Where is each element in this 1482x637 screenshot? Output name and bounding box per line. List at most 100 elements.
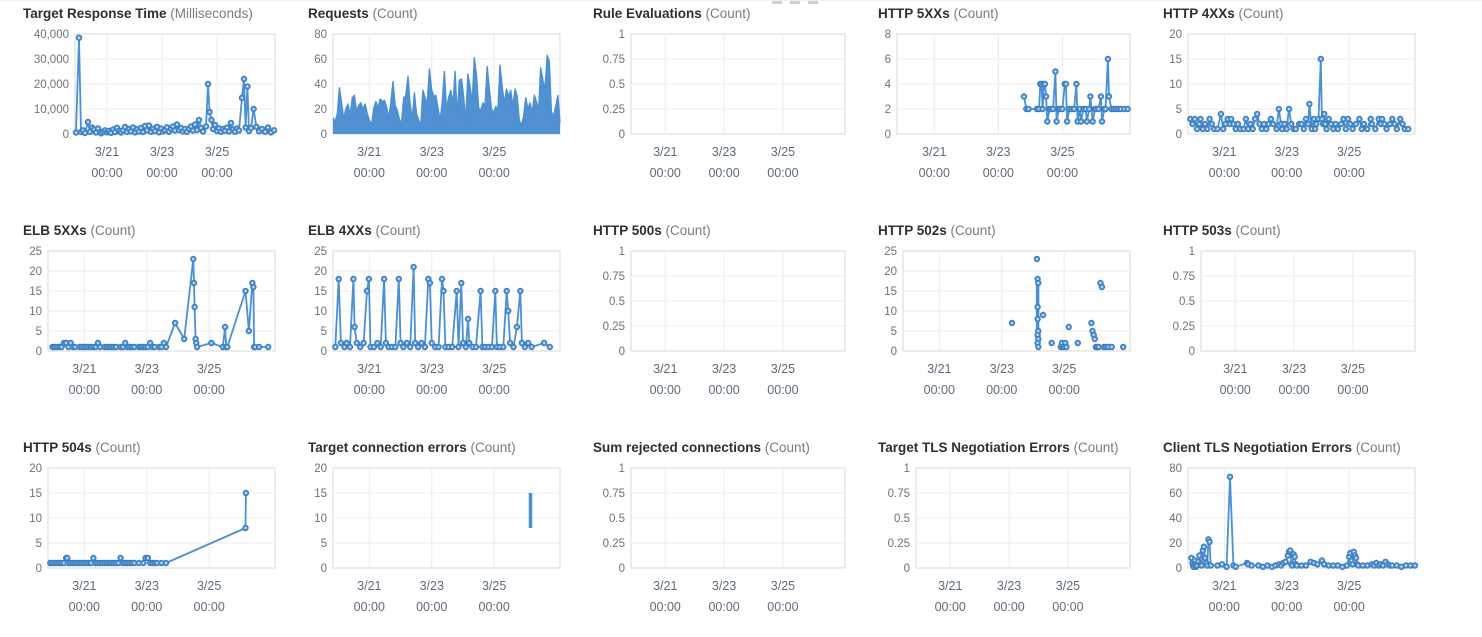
chart-canvas-http-504s[interactable]: 20 15 10 5 0 3/21 00:00 3/23 00:00 3/25 00:00 [23, 461, 285, 614]
x-tick-date-label: 3/23 [712, 579, 736, 593]
data-point-marker-center [1332, 128, 1335, 130]
data-point-marker-center [1314, 128, 1316, 130]
data-point-marker-center [1089, 95, 1092, 98]
data-point-marker-center [66, 557, 69, 559]
metric-tile-http-5xxs: HTTP 5XXs (Count) 8 6 4 2 0 3/21 00:00 3/23 00:00… [878, 6, 1163, 223]
plot-area[interactable] [47, 250, 276, 352]
data-point-marker-center [1209, 564, 1212, 567]
data-point-marker-center [1091, 120, 1094, 123]
data-point-marker-center [95, 131, 97, 134]
y-tick-label: 1 [619, 463, 625, 475]
x-tick-time-label: 00:00 [416, 600, 447, 614]
data-point-marker-center [160, 562, 163, 564]
data-point-marker-center [267, 126, 269, 129]
chart-title: HTTP 504s (Count) [23, 440, 308, 461]
x-tick-date-label: 3/21 [95, 145, 119, 159]
data-point-marker-center [1316, 563, 1319, 566]
metric-tile-requests: Requests (Count) 80 60 40 20 0 3/21 00:00 3/23 00… [308, 6, 593, 223]
y-tick-label: 4 [885, 79, 892, 91]
chart-unit-text: (Count) [946, 223, 996, 238]
chart-title-text: Client TLS Negotiation Errors [1163, 440, 1353, 455]
y-tick-label: 20 [314, 104, 327, 116]
data-point-marker-center [441, 278, 443, 280]
chart-canvas-http-502s[interactable]: 25 20 15 10 5 0 3/21 00:00 3/23 00:00 3/25 00:00 [878, 244, 1140, 397]
x-tick-date-label: 3/23 [150, 145, 174, 159]
data-point-marker-center [1321, 118, 1323, 120]
data-point-marker-center [208, 111, 211, 113]
chart-canvas-target-tls-negotiation-errors[interactable]: 1 0.75 0.5 0.25 0 3/21 00:00 3/23 00:00 3/25 00:00 [878, 461, 1140, 614]
chart-canvas-rule-evaluations[interactable]: 1 0.75 0.5 0.25 0 3/21 00:00 3/23 00:00 3/25 00:00 [593, 27, 855, 180]
data-point-marker-center [1042, 314, 1044, 316]
data-point-marker-center [1374, 128, 1377, 130]
y-tick-label: 0.5 [609, 79, 625, 91]
data-point-marker-center [156, 562, 158, 564]
x-tick-time-label: 00:00 [935, 600, 966, 614]
data-point-marker-center [1221, 563, 1223, 566]
chart-canvas-elb-4xxs[interactable]: 25 20 15 10 5 0 3/21 00:00 3/23 00:00 3/25 00:00 [308, 244, 570, 397]
x-tick-date-label: 3/25 [1337, 579, 1361, 593]
data-point-marker-center [119, 557, 122, 559]
data-point-marker-center [1324, 123, 1327, 125]
data-point-marker-center [1344, 128, 1347, 130]
data-point-marker-center [250, 127, 252, 129]
data-point-marker-center [1234, 565, 1237, 568]
data-point-marker-center [1225, 565, 1228, 568]
chart-canvas-target-connection-errors[interactable]: 20 15 10 5 0 3/21 00:00 3/23 00:00 3/25 00:00 [308, 461, 570, 614]
data-point-marker-center [1313, 118, 1315, 120]
chart-canvas-http-503s[interactable]: 1 0.75 0.5 0.25 0 3/21 00:00 3/23 00:00 3/25 00:00 [1163, 244, 1425, 397]
data-point-marker-center [1046, 120, 1049, 123]
data-point-marker-center [1036, 306, 1039, 308]
y-tick-label: 0 [619, 563, 625, 575]
data-point-marker-center [60, 346, 63, 348]
chart-canvas-sum-rejected-connections[interactable]: 1 0.75 0.5 0.25 0 3/21 00:00 3/23 00:00 3/25 00:00 [593, 461, 855, 614]
chart-canvas-http-4xxs[interactable]: 20 15 10 5 0 3/21 00:00 3/23 00:00 3/25 00:00 [1163, 27, 1425, 180]
y-tick-label: 40,000 [34, 29, 69, 41]
chart-canvas-http-5xxs[interactable]: 8 6 4 2 0 3/21 00:00 3/23 00:00 3/25 00:00 [878, 27, 1140, 180]
chart-title: Rule Evaluations (Count) [593, 6, 878, 27]
chart-canvas-requests[interactable]: 80 60 40 20 0 3/21 00:00 3/23 00:00 3/25 00:00 [308, 27, 570, 180]
data-point-marker-center [200, 127, 202, 129]
data-point-marker-center [1199, 118, 1202, 120]
data-point-marker-center [251, 282, 254, 284]
data-point-marker-center [494, 290, 497, 292]
chart-canvas-elb-5xxs[interactable]: 25 20 15 10 5 0 3/21 00:00 3/23 00:00 3/25 00:00 [23, 244, 285, 397]
y-tick-label: 25 [884, 246, 897, 258]
data-point-marker-center [1110, 346, 1113, 348]
data-point-marker-center [1319, 58, 1322, 60]
data-point-marker-center [1190, 557, 1193, 559]
data-point-marker-center [1369, 118, 1372, 120]
chart-unit-text: (Count) [949, 6, 999, 21]
data-point-marker-center [1097, 108, 1100, 110]
metrics-grid: Target Response Time (Milliseconds) 40,00… [23, 6, 1482, 637]
data-point-marker-center [366, 290, 368, 292]
data-point-marker-center [345, 342, 348, 344]
chart-title: Target TLS Negotiation Errors (Count) [878, 440, 1163, 461]
y-tick-label: 2 [885, 104, 891, 116]
data-point-marker-center [507, 310, 510, 312]
data-point-marker-center [1050, 342, 1053, 344]
y-tick-label: 0.75 [603, 488, 625, 500]
data-point-marker-center [1037, 346, 1040, 348]
x-tick-date-label: 3/21 [357, 579, 381, 593]
data-point-marker-center [264, 130, 266, 133]
data-point-marker-center [1284, 560, 1287, 563]
y-tick-label: 20 [314, 463, 327, 475]
data-point-marker-center [1285, 128, 1288, 130]
chart-canvas-http-500s[interactable]: 1 0.75 0.5 0.25 0 3/21 00:00 3/23 00:00 3/25 00:00 [593, 244, 855, 397]
chart-title-text: HTTP 504s [23, 440, 92, 455]
data-point-marker-center [214, 124, 216, 126]
data-point-marker-center [1090, 322, 1093, 324]
y-tick-label: 1 [619, 29, 625, 41]
data-point-marker-center [1260, 128, 1263, 130]
data-point-marker-center [455, 290, 458, 292]
data-point-marker-center [1307, 123, 1310, 125]
x-tick-time-label: 00:00 [1052, 600, 1083, 614]
data-point-marker-center [243, 78, 245, 80]
chart-title-text: ELB 4XXs [308, 223, 372, 238]
data-point-marker-center [1201, 549, 1204, 552]
chart-canvas-client-tls-negotiation-errors[interactable]: 80 60 40 20 0 3/21 00:00 3/23 00:00 3/25 00:00 [1163, 461, 1425, 614]
y-tick-label: 0 [63, 129, 69, 141]
data-point-marker-center [75, 131, 77, 134]
data-point-marker-center [1224, 123, 1227, 125]
chart-canvas-target-response-time[interactable]: 40,000 30,000 20,000 10,000 0 3/21 00:00 3/23 00… [23, 27, 285, 180]
